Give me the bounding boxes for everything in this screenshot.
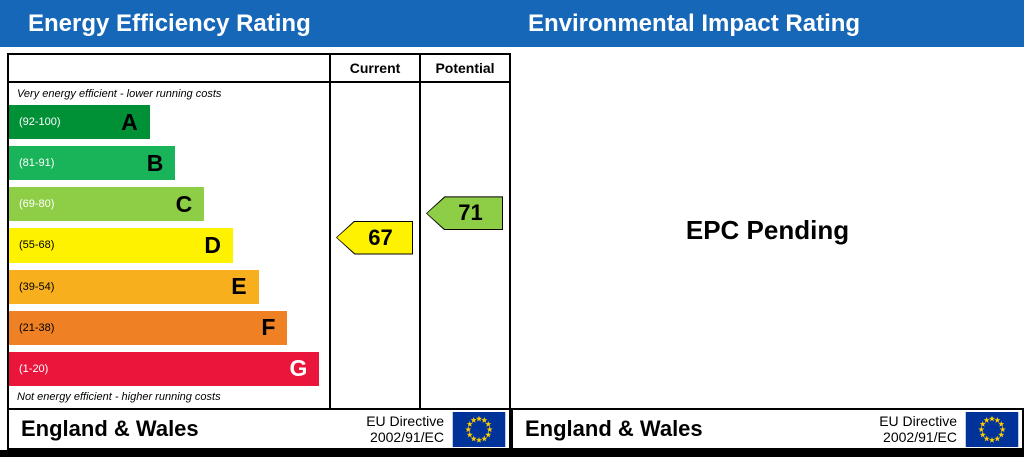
potential-column: 71 (419, 83, 509, 408)
band-letter-C: C (175, 190, 193, 217)
environmental-header: Environmental Impact Rating (511, 0, 1024, 47)
eu-directive-line2: 2002/91/EC (370, 429, 444, 445)
band-range-A: (92-100) (19, 116, 61, 129)
region-label-right: England & Wales (525, 416, 703, 441)
current-rating-arrow-fill: 67 (337, 221, 412, 254)
column-header-potential: Potential (419, 55, 509, 81)
bands-column: Very energy efficient - lower running co… (9, 83, 329, 408)
bands-list: (92-100) A (81-91) B (69-80) C (55-68) D (39-54)… (9, 102, 329, 389)
current-rating-value: 67 (368, 224, 393, 250)
band-range-C: (69-80) (19, 198, 55, 211)
environmental-impact-panel: EPC Pending England & Wales EU Directive… (511, 53, 1024, 450)
eu-directive-line1: EU Directive (879, 412, 957, 429)
top-header-bar: Energy Efficiency Rating Environmental I… (0, 0, 1024, 47)
band-bar-F: (21-38) F (9, 310, 288, 345)
band-bar-C: (69-80) C (9, 187, 205, 222)
energy-efficiency-panel: Current Potential Very energy efficient … (7, 53, 511, 450)
eu-directive-line1: EU Directive (366, 412, 444, 429)
current-rating-arrow: 67 (336, 220, 413, 255)
band-range-E: (39-54) (19, 280, 55, 293)
potential-rating-arrow-fill: 71 (427, 197, 502, 230)
band-bar-G: (1-20) G (9, 351, 320, 386)
band-letter-E: E (231, 273, 247, 300)
left-footer: England & Wales EU Directive 2002/91/EC (9, 408, 509, 448)
eu-directive-line2: 2002/91/EC (883, 429, 957, 445)
eu-directive-label-right: EU Directive 2002/91/EC (879, 413, 957, 445)
eu-flag-icon (452, 411, 506, 447)
column-header-spacer (9, 55, 329, 81)
band-bar-B: (81-91) B (9, 146, 176, 181)
band-row-E: (39-54) E (9, 269, 329, 304)
band-row-F: (21-38) F (9, 310, 329, 345)
column-header-current: Current (329, 55, 419, 81)
column-headers: Current Potential (9, 55, 509, 83)
band-range-F: (21-38) (19, 321, 55, 334)
band-row-D: (55-68) D (9, 228, 329, 263)
band-bar-D: (55-68) D (9, 228, 233, 263)
eu-flag-icon (965, 411, 1019, 447)
epc-pending-label: EPC Pending (685, 215, 850, 245)
right-footer: England & Wales EU Directive 2002/91/EC (511, 408, 1024, 450)
pending-area: EPC Pending (511, 53, 1024, 408)
band-row-G: (1-20) G (9, 351, 329, 386)
panels: Current Potential Very energy efficient … (0, 53, 1024, 450)
chart-body: Very energy efficient - lower running co… (9, 83, 509, 408)
region-label-left: England & Wales (21, 416, 199, 441)
band-range-G: (1-20) (19, 362, 49, 375)
band-bar-A: (92-100) A (9, 105, 150, 140)
band-range-B: (81-91) (19, 157, 55, 170)
current-column: 67 (329, 83, 419, 408)
band-row-C: (69-80) C (9, 187, 329, 222)
band-letter-G: G (289, 355, 308, 382)
band-bar-E: (39-54) E (9, 269, 259, 304)
top-note: Very energy efficient - lower running co… (17, 88, 222, 100)
band-row-B: (81-91) B (9, 146, 329, 181)
band-row-A: (92-100) A (9, 105, 329, 140)
band-range-D: (55-68) (19, 239, 55, 252)
band-letter-D: D (204, 231, 221, 258)
band-letter-F: F (261, 314, 276, 341)
band-letter-A: A (121, 108, 138, 135)
band-letter-B: B (146, 149, 164, 176)
environmental-header-title: Environmental Impact Rating (528, 9, 861, 37)
potential-rating-arrow: 71 (426, 196, 503, 231)
potential-rating-value: 71 (458, 200, 483, 226)
energy-header: Energy Efficiency Rating (0, 0, 511, 47)
bottom-border-bar (0, 450, 1024, 457)
bottom-note: Not energy efficient - higher running co… (17, 391, 221, 403)
energy-header-title: Energy Efficiency Rating (28, 9, 311, 37)
eu-directive-label-left: EU Directive 2002/91/EC (366, 413, 444, 445)
